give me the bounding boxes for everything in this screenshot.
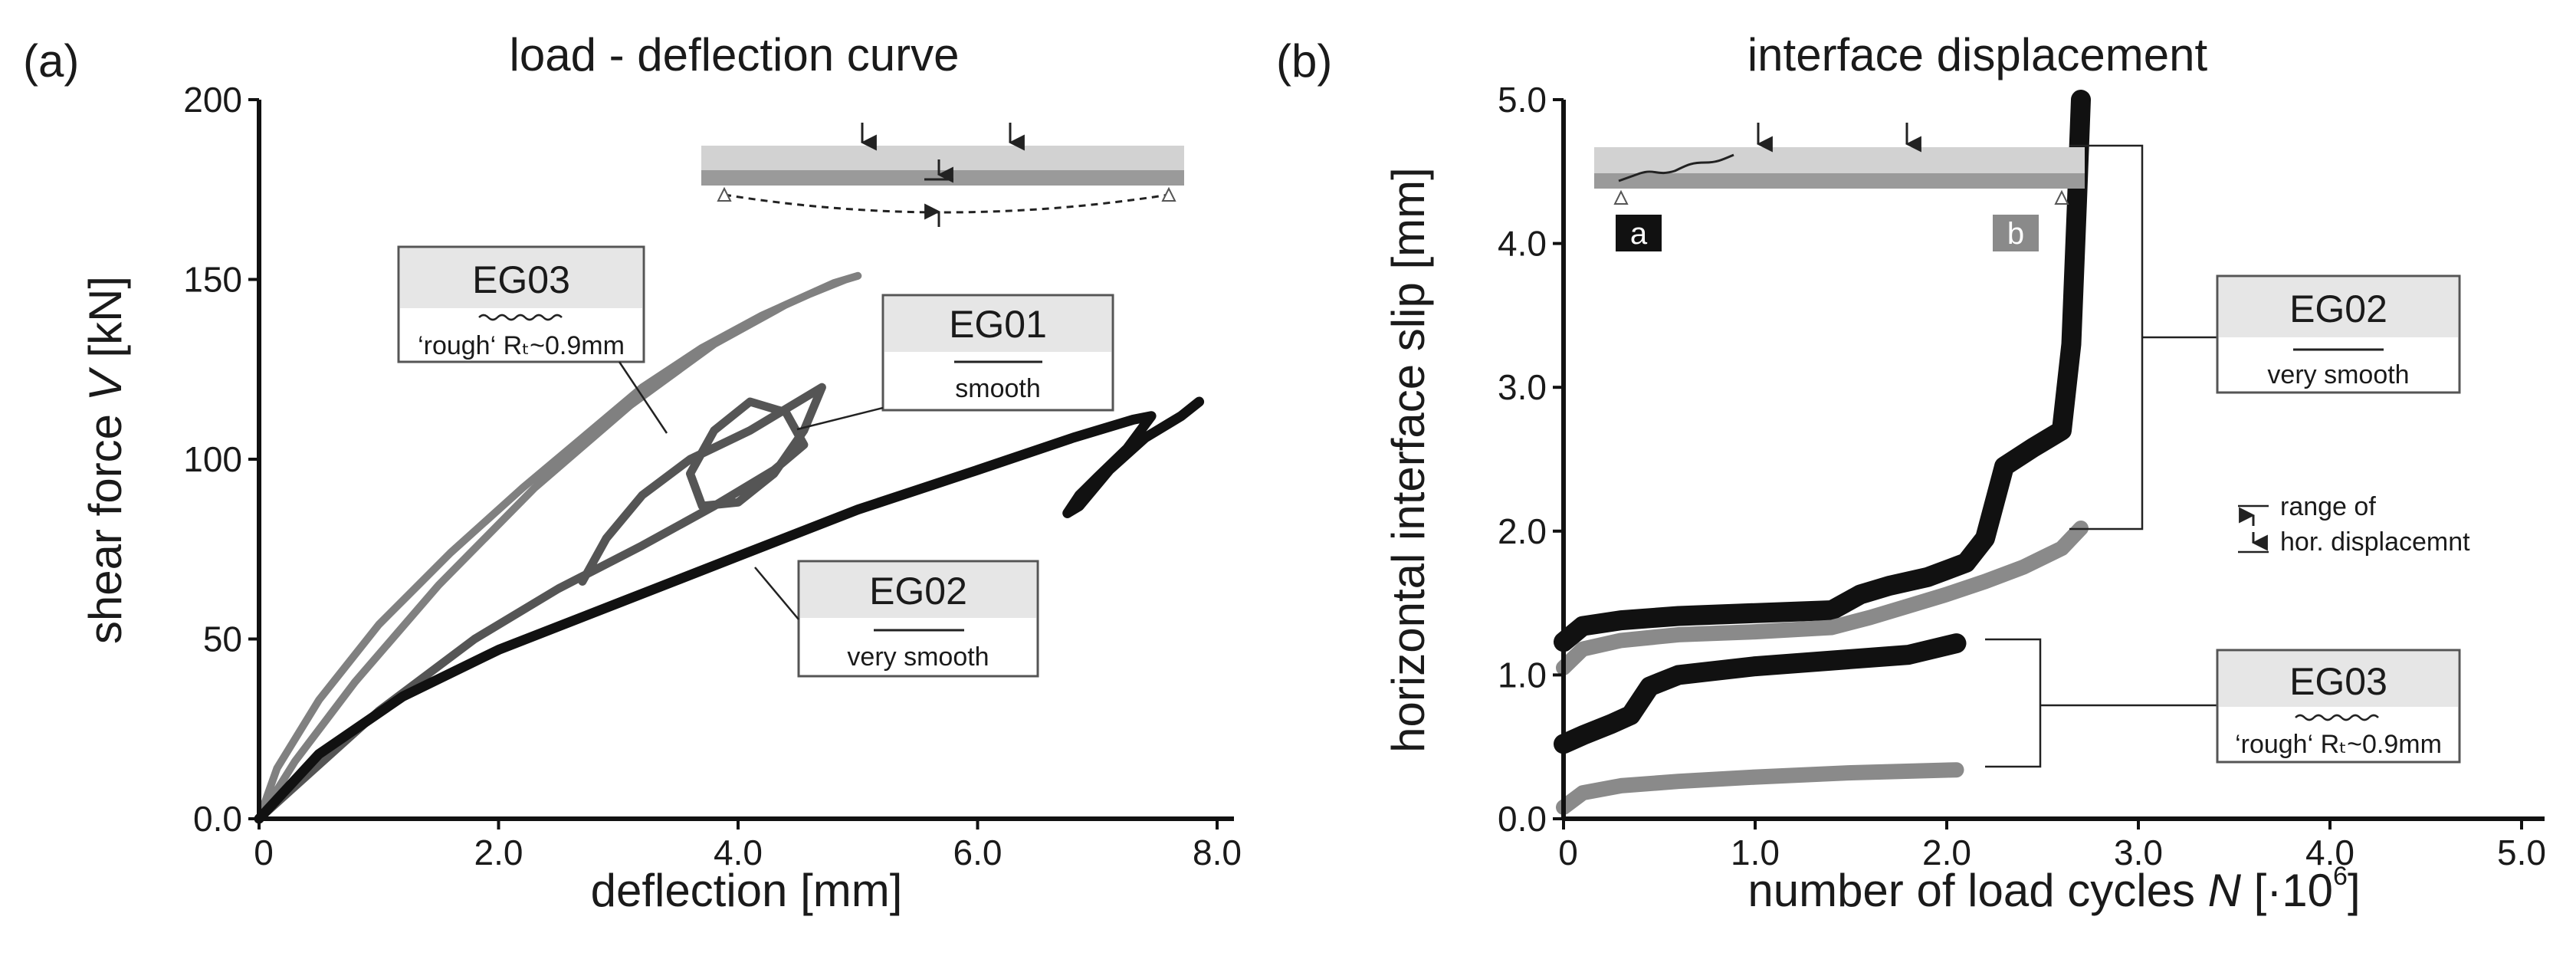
series-eg03 [255,271,862,823]
chart-b-series [1554,90,2091,815]
annotation-a-eg02-title: EG02 [869,570,967,613]
y-tick-label: 2.0 [1498,511,1547,551]
chart-a-y-label: shear force V [kN] [80,276,131,644]
x-tick-label: 3.0 [2114,833,2163,872]
x-tick-label: 4.0 [2305,833,2354,872]
chart-b: (b) interface displacement 0 1.0 2.0 3.0 4.0… [1276,29,2546,916]
annotation-b-eg03-sub: ‘rough‘ Rₜ~0.9mm [2235,730,2442,759]
annotation-a-eg02-sub: very smooth [847,642,989,672]
chart-a: (a) load - deflection curve 0 2.0 4.0 6.0 8.… [23,29,1242,916]
y-tick-label: 0.0 [1498,799,1547,839]
y-tick-label: 100 [183,439,242,479]
series-eg02-a [1554,90,2091,652]
range-label-2: hor. displacemnt [2280,527,2470,557]
y-tick-label: 50 [203,619,242,659]
annotation-a-eg01-title: EG01 [949,303,1047,346]
chart-a-ticks: 0 2.0 4.0 6.0 8.0 0.0 50 100 150 200 [183,80,1242,872]
chart-b-ticks: 0 1.0 2.0 3.0 4.0 5.0 0.0 1.0 2.0 3.0 4.0 5.0 [1498,80,2546,872]
annotation-b-eg02-sub: very smooth [2267,360,2409,389]
annotation-b-eg03: EG03 ‘rough‘ Rₜ~0.9mm [2216,649,2461,764]
chart-b-x-label: number of load cycles N [·106] [1747,862,2360,916]
x-tick-label: 6.0 [953,833,1003,872]
chart-a-x-label: deflection [mm] [591,865,903,916]
y-tick-label: 5.0 [1498,80,1547,120]
range-label-1: range of [2280,492,2376,521]
range-legend: range of hor. displacemnt [2238,492,2470,557]
annotation-a-eg03: EG03 ‘rough‘ Rₜ~0.9mm [397,245,668,434]
panel-label-a: (a) [23,35,79,87]
annotation-a-eg03-title: EG03 [472,258,570,301]
series-eg03-a [1554,633,1967,754]
beam-slip-inset: a b [1594,123,2085,251]
annotation-b-eg02: EG02 very smooth [2216,274,2461,394]
x-tick-label: 2.0 [474,833,523,872]
bracket-b-eg02 [2069,144,2217,531]
series-eg03-b [1556,762,1964,815]
y-tick-label: 4.0 [1498,224,1547,264]
y-tick-label: 1.0 [1498,655,1547,695]
inset-label-a: a [1630,217,1648,251]
beam-deflection-inset [701,123,1184,227]
inset-label-b: b [2007,217,2024,251]
y-tick-label: 150 [183,260,242,300]
annotation-a-eg01-sub: smooth [955,374,1041,403]
annotation-a-eg01: EG01 smooth [796,294,1114,431]
x-tick-label: 0 [254,833,274,872]
x-tick-label: 8.0 [1193,833,1242,872]
chart-b-y-label: horizontal interface slip [mm] [1383,167,1434,753]
x-tick-label: 0 [1558,833,1578,872]
annotation-a-eg02: EG02 very smooth [754,560,1039,678]
series-eg02 [254,396,1205,824]
panel-label-b: (b) [1276,35,1332,87]
annotation-a-eg03-sub: ‘rough‘ Rₜ~0.9mm [418,331,625,360]
y-tick-label: 0.0 [193,799,242,839]
y-tick-label: 200 [183,80,242,120]
chart-a-title: load - deflection curve [510,29,960,80]
chart-a-series [254,271,1205,824]
x-tick-label: 4.0 [714,833,763,872]
x-tick-label: 2.0 [1922,833,1971,872]
bracket-b-eg03 [1985,638,2217,768]
x-tick-label: 5.0 [2497,833,2546,872]
y-tick-label: 3.0 [1498,367,1547,407]
series-eg01 [254,383,826,823]
series-eg02-b [1556,521,2089,675]
x-tick-label: 1.0 [1731,833,1780,872]
annotation-b-eg03-title: EG03 [2289,660,2387,703]
chart-b-title: interface displacement [1747,29,2208,80]
annotation-b-eg02-title: EG02 [2289,287,2387,330]
